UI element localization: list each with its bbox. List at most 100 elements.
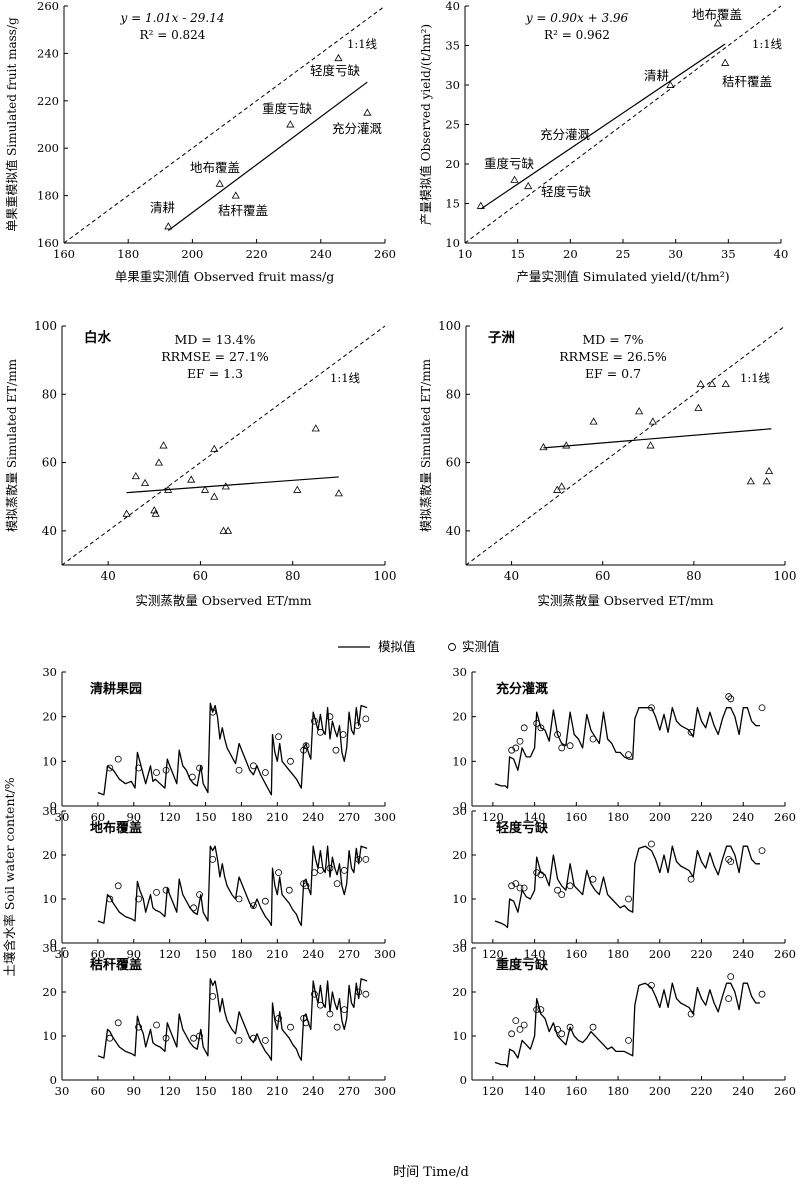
equation-text: y = 1.01x - 29.14 <box>120 11 225 25</box>
chart-e6: 120 140 160 180 200 220 240 260 0 10 20 30 重度亏缺 <box>452 941 796 1098</box>
x-tick-label: 300 <box>374 810 396 824</box>
data-point <box>666 80 675 88</box>
x-tick-label: 200 <box>649 1084 671 1098</box>
x-tick-label: 120 <box>482 1084 504 1098</box>
simulated-series-line <box>494 707 760 789</box>
y-axis-title: 产量模拟值 Observed yield/(t/hm²) <box>418 24 433 225</box>
observed-point <box>537 1006 545 1013</box>
legend-obs-marker <box>448 643 456 651</box>
y-tick-label: 0 <box>50 799 57 813</box>
x-tick-label: 35 <box>721 247 736 261</box>
y-tick-label: 20 <box>452 710 467 724</box>
observed-point <box>537 724 545 732</box>
observed-point <box>516 884 524 892</box>
observed-point <box>589 1023 597 1031</box>
x-tick-label: 180 <box>117 247 139 261</box>
x-tick-label: 90 <box>126 810 141 824</box>
data-point <box>696 379 705 387</box>
simulated-series-line <box>494 982 760 1068</box>
x-tick-label: 180 <box>607 810 629 824</box>
observed-point <box>758 990 766 998</box>
observed-point <box>153 769 160 776</box>
observed-point <box>316 1001 324 1009</box>
observed-point <box>333 1023 341 1031</box>
observed-point <box>326 1010 334 1018</box>
x-tick-label: 300 <box>374 1084 396 1098</box>
y-tick-label: 20 <box>445 157 460 171</box>
x-tick-label: 100 <box>374 569 397 583</box>
x-tick-label: 260 <box>774 1084 796 1098</box>
x-tick-label: 220 <box>246 247 268 261</box>
one-to-one-label: 1:1线 <box>752 37 783 51</box>
data-point <box>210 444 219 452</box>
x-axis-title: 实测蒸散量 Observed ET/mm <box>537 593 713 608</box>
observed-point <box>554 731 561 738</box>
observed-point <box>362 715 370 723</box>
data-point <box>524 181 533 190</box>
observed-point <box>625 895 632 903</box>
y-tick-label: 30 <box>42 665 57 679</box>
observed-point <box>153 889 160 896</box>
observed-point <box>311 869 318 876</box>
y-tick-label: 30 <box>452 941 467 955</box>
observed-point <box>162 886 170 894</box>
one-to-one-line <box>63 5 386 244</box>
observed-point <box>516 737 524 745</box>
observed-point <box>558 744 566 752</box>
observed-point <box>508 1030 516 1038</box>
observed-point <box>135 764 142 772</box>
y-tick-label: 0 <box>50 936 57 950</box>
data-point <box>539 443 548 451</box>
x-tick-label: 90 <box>126 947 141 961</box>
data-point <box>224 526 233 534</box>
y-tick-label: 10 <box>452 1029 467 1043</box>
observed-point <box>758 704 766 712</box>
observed-point <box>625 1037 632 1044</box>
observed-point <box>533 1006 541 1013</box>
simulated-series-line <box>97 845 368 927</box>
y-tick-label: 200 <box>37 141 59 155</box>
observed-point <box>332 746 340 754</box>
observed-point <box>316 728 324 736</box>
observed-point <box>311 717 318 725</box>
observed-point <box>512 744 520 752</box>
x-tick-label: 120 <box>159 1084 181 1098</box>
observed-point <box>135 1023 142 1031</box>
x-tick-label: 40 <box>101 569 116 583</box>
y-tick-label: 80 <box>42 387 57 401</box>
panel-title: 秸秆覆盖 <box>90 957 142 973</box>
site-label: 白水 <box>84 329 111 346</box>
y-tick-label: 100 <box>438 319 461 333</box>
data-point <box>159 441 168 449</box>
data-point <box>764 466 774 475</box>
data-point <box>164 222 173 230</box>
data-point <box>635 407 644 415</box>
observed-point <box>648 840 655 848</box>
y-tick-label: 10 <box>452 754 467 768</box>
point-label: 轻度亏缺 <box>541 184 592 199</box>
y-tick-label: 30 <box>445 78 460 92</box>
stats-text: MD = 13.4% <box>175 332 256 347</box>
x-tick-label: 30 <box>668 247 683 261</box>
x-tick-label: 120 <box>482 810 504 824</box>
observed-point <box>287 1023 294 1031</box>
equation-text: y = 0.90x + 3.96 <box>525 11 629 25</box>
y-tick-label: 80 <box>446 387 461 401</box>
observed-point <box>235 1037 243 1044</box>
data-point <box>293 485 302 493</box>
observed-point <box>508 882 516 890</box>
observed-point <box>725 856 733 863</box>
y-tick-label: 10 <box>445 236 460 250</box>
observed-point <box>300 880 308 887</box>
regression-line <box>126 476 339 494</box>
x-tick-label: 60 <box>91 947 106 961</box>
data-point <box>140 478 150 487</box>
y-tick-label: 20 <box>452 848 467 862</box>
observed-point <box>625 751 632 759</box>
x-tick-label: 180 <box>607 947 629 961</box>
observed-point <box>566 742 574 750</box>
stats-text: RRMSE = 27.1% <box>161 349 269 364</box>
x-tick-label: 120 <box>159 947 181 961</box>
observed-point <box>537 871 545 879</box>
data-point <box>713 19 722 27</box>
